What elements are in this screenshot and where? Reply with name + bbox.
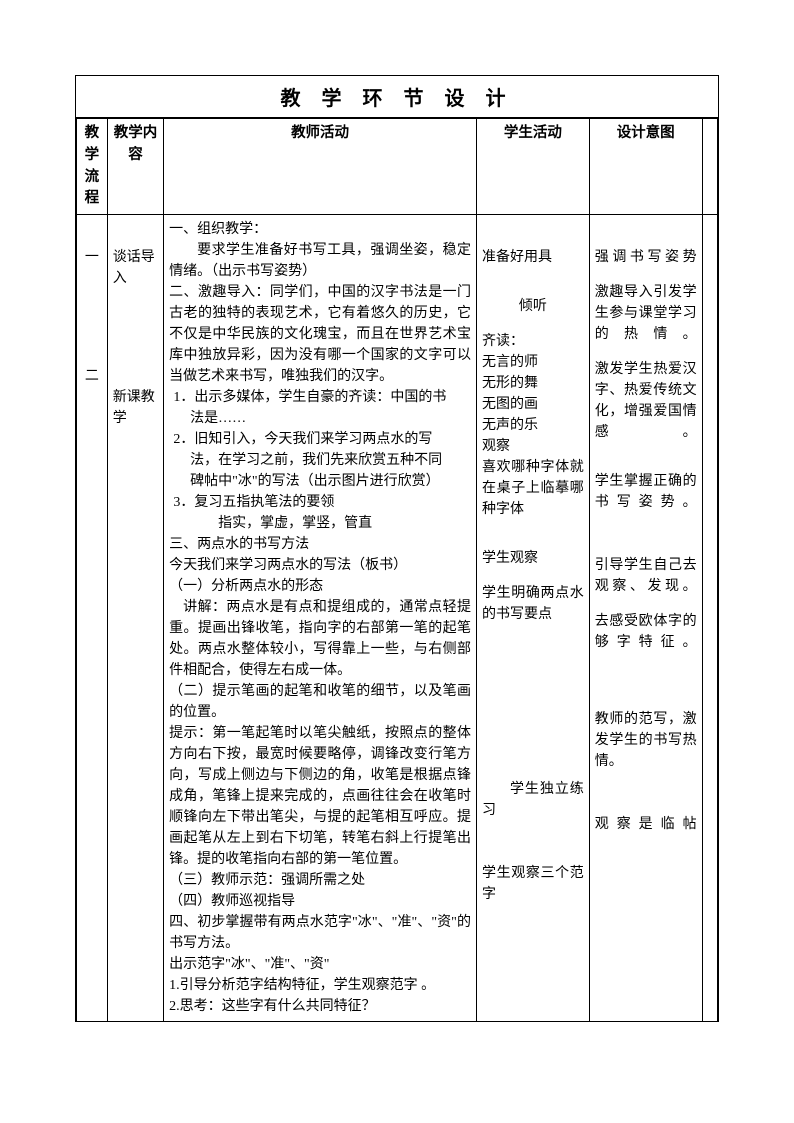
t10: （一）分析两点水的形态 <box>169 576 471 597</box>
t5c: 碑帖中"冰"的写法（出示图片进行欣赏） <box>169 471 471 492</box>
i5: 引导学生自己去观察、发现。 <box>595 555 697 597</box>
s13: 学生观察三个范字 <box>482 863 584 905</box>
header-teacher: 教师活动 <box>164 119 477 215</box>
t18: 1.引导分析范字结构特征，学生观察范字 。 <box>169 975 471 996</box>
s4: 无言的师 <box>482 352 584 373</box>
t14: （三）教师示范：强调所需之处 <box>169 870 471 891</box>
teacher-cell: 一、组织教学： 要求学生准备好书写工具，强调坐姿，稳定情绪。（出示书写姿势） 二… <box>164 215 477 1022</box>
s3: 齐读： <box>482 331 584 352</box>
header-intent: 设计意图 <box>589 119 702 215</box>
s8: 观察 <box>482 436 584 457</box>
t3: 二、激趣导入：同学们，中国的汉字书法是一门古老的独特的表现艺术，它有着悠久的历史… <box>169 282 471 387</box>
s12: 学生独立练习 <box>482 779 584 821</box>
flow-cell: 一 二 <box>77 215 108 1022</box>
s1: 准备好用具 <box>482 247 584 268</box>
t4a: 1．出示多媒体，学生自豪的齐读：中国的书 <box>169 387 471 408</box>
t13: 提示：第一笔起笔时以笔尖触纸，按照点的整体方向右下按，最宽时候要略停，调锋改变行… <box>169 723 471 870</box>
i6: 去感受欧体字的够字特征。 <box>595 611 697 653</box>
t2: 要求学生准备好书写工具，强调坐姿，稳定情绪。（出示书写姿势） <box>169 240 471 282</box>
t11: 讲解：两点水是有点和提组成的，通常点轻提重。提画出锋收笔，指向字的右部第一笔的起… <box>169 597 471 681</box>
t5b: 法，在学习之前，我们先来欣赏五种不同 <box>169 450 471 471</box>
t4b: 法是…… <box>169 408 471 429</box>
s7: 无声的乐 <box>482 415 584 436</box>
t12: （二）提示笔画的起笔和收笔的细节，以及笔画的位置。 <box>169 681 471 723</box>
t5a: 2．旧知引入，今天我们来学习两点水的写 <box>169 429 471 450</box>
page-title: 教 学 环 节 设 计 <box>76 76 718 118</box>
flow-number-1: 一 <box>85 250 99 265</box>
content-cell: 谈话导入 新课教学 <box>107 215 163 1022</box>
s10: 学生观察 <box>482 548 584 569</box>
s9: 喜欢哪种字体就在桌子上临摹哪种字体 <box>482 457 584 520</box>
t9: 今天我们来学习两点水的写法（板书） <box>169 555 471 576</box>
s5: 无形的舞 <box>482 373 584 394</box>
s11: 学生明确两点水的书写要点 <box>482 583 584 625</box>
header-flow: 教学流程 <box>77 119 108 215</box>
i3: 激发学生热爱汉字、热爱传统文化，增强爱国情感。 <box>595 359 697 443</box>
t19: 2.思考：这些字有什么共同特征？ <box>169 996 471 1017</box>
i4: 学生掌握正确的书写姿势。 <box>595 471 697 513</box>
header-spacer <box>702 119 717 215</box>
t15: （四）教师巡视指导 <box>169 891 471 912</box>
t8: 三、两点水的书写方法 <box>169 534 471 555</box>
t17: 出示范字"冰"、"准"、"资" <box>169 954 471 975</box>
i7: 教师的范写，激发学生的书写热情。 <box>595 709 697 772</box>
flow-number-2: 二 <box>85 369 99 384</box>
content-1: 谈话导入 <box>113 250 155 286</box>
t16: 四、初步掌握带有两点水范字"冰"、"准"、"资"的书写方法。 <box>169 912 471 954</box>
content-2: 新课教学 <box>113 390 155 426</box>
intent-cell: 强调书写姿势 激趣导入引发学生参与课堂学习的热情。 激发学生热爱汉字、热爱传统文… <box>589 215 702 1022</box>
lesson-table: 教学流程 教学内容 教师活动 学生活动 设计意图 一 二 谈话导入 新课教学 <box>76 118 718 1021</box>
header-content: 教学内容 <box>107 119 163 215</box>
spacer-cell <box>702 215 717 1022</box>
s2: 倾听 <box>482 296 584 317</box>
s6: 无图的画 <box>482 394 584 415</box>
header-student: 学生活动 <box>476 119 589 215</box>
i2: 激趣导入引发学生参与课堂学习的热情。 <box>595 282 697 345</box>
i1: 强调书写姿势 <box>595 247 697 268</box>
t6: 3．复习五指执笔法的要领 <box>169 492 471 513</box>
t1: 一、组织教学： <box>169 219 471 240</box>
student-cell: 准备好用具 倾听 齐读： 无言的师 无形的舞 无图的画 无声的乐 观察 喜欢哪种… <box>476 215 589 1022</box>
t7: 指实，掌虚，掌竖，管直 <box>169 513 471 534</box>
i8: 观察是临帖 <box>595 814 697 835</box>
